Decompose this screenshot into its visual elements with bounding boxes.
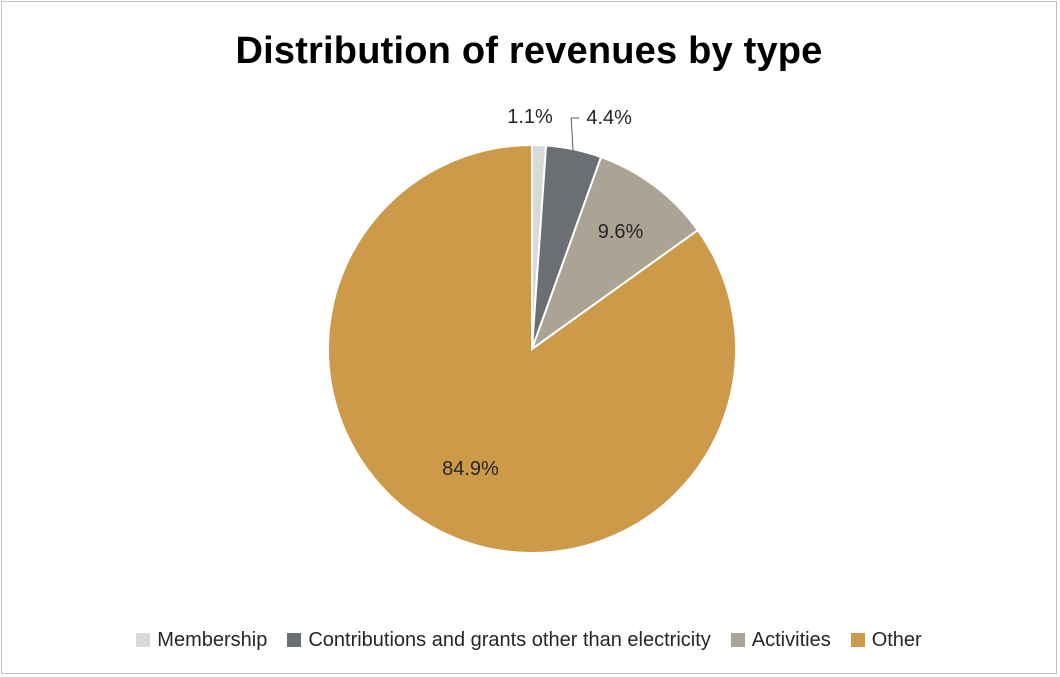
legend-label: Membership <box>157 628 268 651</box>
data-label-membership: 1.1% <box>507 106 553 128</box>
legend-swatch <box>850 633 865 647</box>
pie-slice-other <box>327 143 737 554</box>
legend-swatch <box>287 633 302 647</box>
legend-label: Other <box>871 628 922 651</box>
legend-item-membership: Membership <box>136 629 267 652</box>
data-label-other: 84.9% <box>442 458 499 480</box>
legend-swatch <box>730 633 745 647</box>
legend-swatch <box>136 633 151 647</box>
legend-item-other: Other <box>850 628 922 652</box>
data-label-activities: 9.6% <box>598 221 644 243</box>
legend: Membership Contributions and grants other… <box>2 626 1056 654</box>
legend-label: Contributions and grants other than elec… <box>308 628 711 651</box>
leader-line <box>570 117 580 154</box>
legend-item-activities: Activities <box>730 628 831 652</box>
pie-slice-activities <box>529 155 700 352</box>
legend-item-contributions-and-grants-other-than-electricity: Contributions and grants other than elec… <box>287 628 711 652</box>
chart-title: Distribution of revenues by type <box>235 30 823 72</box>
data-label-contributions-and-grants-other-than-electricity: 4.4% <box>586 107 632 129</box>
legend-label: Activities <box>751 628 831 651</box>
